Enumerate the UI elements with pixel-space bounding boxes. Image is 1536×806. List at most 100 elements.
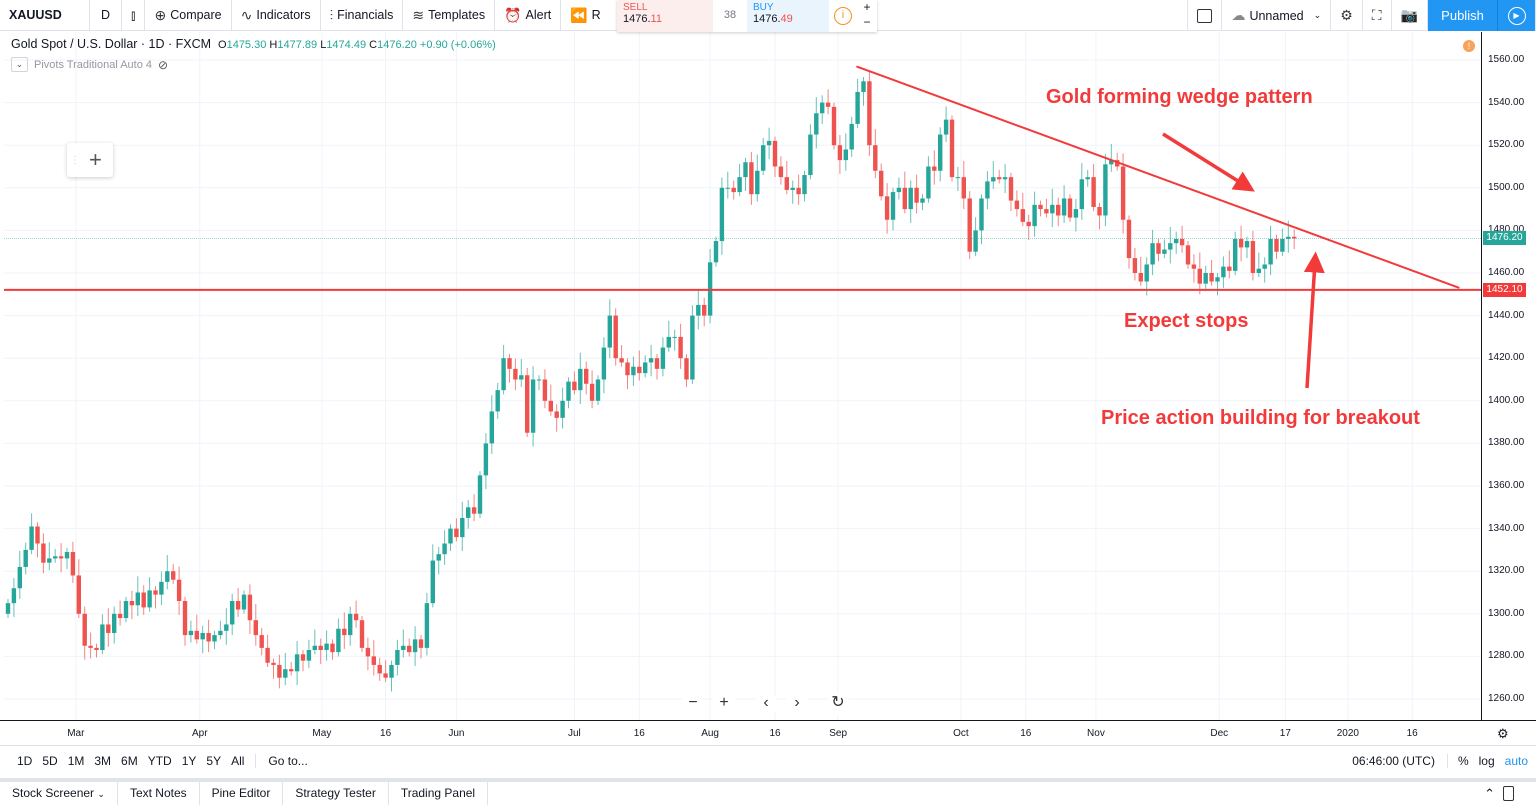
tab-pine-editor[interactable]: Pine Editor bbox=[200, 782, 284, 805]
candle-body bbox=[696, 304, 701, 316]
financials-button[interactable]: ⫶ Financials bbox=[321, 0, 404, 31]
candle-body bbox=[1061, 198, 1067, 216]
candle bbox=[383, 660, 388, 682]
replay-button[interactable]: ⏪ R bbox=[561, 0, 609, 31]
crosshair-icon[interactable]: + bbox=[89, 147, 102, 172]
minus-icon[interactable]: − bbox=[863, 15, 871, 29]
candle bbox=[867, 71, 872, 156]
wedge-trendline[interactable] bbox=[856, 65, 1460, 289]
chevron-down-icon: ⌄ bbox=[97, 789, 105, 799]
settings-button[interactable]: ⚙ bbox=[1331, 0, 1363, 31]
buy-button[interactable]: BUY 1476.49 bbox=[747, 0, 829, 32]
indicators-button[interactable]: ∿ Indicators bbox=[232, 0, 321, 31]
candle bbox=[47, 542, 52, 571]
candle bbox=[607, 299, 612, 359]
price-tick-label: 1520.00 bbox=[1488, 139, 1525, 151]
candle-body bbox=[879, 170, 884, 197]
range-6m[interactable]: 6M bbox=[121, 753, 138, 768]
info-button[interactable]: i bbox=[829, 0, 857, 32]
candle-body bbox=[601, 347, 607, 380]
candle bbox=[985, 171, 990, 210]
range-1m[interactable]: 1M bbox=[67, 753, 85, 768]
candle-body bbox=[560, 400, 565, 418]
select-layout-button[interactable] bbox=[1187, 0, 1223, 31]
log-toggle[interactable]: log bbox=[1478, 753, 1495, 768]
price-chart[interactable] bbox=[0, 0, 1536, 745]
compare-button[interactable]: ⊕ Compare bbox=[145, 0, 232, 31]
candle bbox=[802, 170, 807, 202]
indicator-name[interactable]: Pivots Traditional Auto 4 bbox=[34, 58, 153, 71]
candle-body bbox=[1150, 243, 1155, 265]
axis-settings-icon[interactable]: ⚙ bbox=[1497, 726, 1509, 741]
maximize-panel-icon[interactable] bbox=[1503, 786, 1514, 801]
tab-strategy-tester[interactable]: Strategy Tester bbox=[283, 782, 389, 805]
symbol-search[interactable]: XAUUSD bbox=[0, 0, 90, 31]
sell-button[interactable]: SELL 1476.11 bbox=[617, 0, 713, 32]
templates-button[interactable]: ≋ Templates bbox=[403, 0, 496, 31]
candle bbox=[837, 134, 843, 174]
candle bbox=[1168, 226, 1173, 264]
eye-crossed-icon[interactable]: ⊘ bbox=[158, 57, 169, 72]
candle-body bbox=[784, 177, 789, 190]
candle bbox=[578, 352, 583, 404]
collapse-panel-icon[interactable]: ⌃ bbox=[1484, 785, 1495, 801]
range-ytd[interactable]: YTD bbox=[147, 753, 172, 768]
candle-body bbox=[1162, 249, 1167, 254]
scroll-left-button[interactable]: ‹ bbox=[754, 692, 778, 716]
alert-dot-icon[interactable]: ! bbox=[1463, 40, 1475, 52]
range-all[interactable]: All bbox=[231, 753, 245, 768]
candle-body bbox=[1209, 273, 1214, 282]
candle bbox=[702, 297, 707, 327]
play-button[interactable]: ▶ bbox=[1498, 0, 1536, 31]
collapse-legend-button[interactable]: ⌄ bbox=[11, 57, 28, 72]
range-5y[interactable]: 5Y bbox=[206, 753, 222, 768]
time-axis[interactable] bbox=[0, 720, 1536, 744]
layout-name-button[interactable]: ☁ Unnamed ⌄ bbox=[1222, 0, 1332, 31]
candle-body bbox=[1286, 236, 1291, 239]
price-axis[interactable] bbox=[1481, 32, 1536, 720]
plus-icon[interactable]: + bbox=[863, 0, 871, 14]
candle-body bbox=[135, 592, 140, 606]
candle-body bbox=[867, 81, 872, 146]
auto-toggle[interactable]: auto bbox=[1504, 753, 1528, 768]
alert-button[interactable]: ⏰ Alert bbox=[495, 0, 562, 31]
drawing-toolbar-float[interactable]: ⋮ + bbox=[67, 143, 113, 177]
candle-body bbox=[129, 601, 135, 606]
time-tick-label: 16 bbox=[633, 728, 645, 739]
candle-body bbox=[755, 170, 760, 195]
zoom-in-button[interactable]: + bbox=[712, 692, 736, 716]
candle-body bbox=[660, 347, 666, 369]
drag-handle-icon[interactable]: ⋮ bbox=[70, 154, 80, 166]
candle-body bbox=[401, 645, 406, 651]
candle bbox=[188, 620, 194, 643]
candle bbox=[1156, 238, 1161, 262]
range-1y[interactable]: 1Y bbox=[181, 753, 197, 768]
candle bbox=[719, 177, 725, 255]
range-5d[interactable]: 5D bbox=[42, 753, 58, 768]
interval-button[interactable]: D bbox=[90, 0, 122, 31]
scroll-right-button[interactable]: › bbox=[785, 692, 809, 716]
goto-button[interactable]: Go to... bbox=[268, 753, 308, 768]
fullscreen-button[interactable]: ⛶ bbox=[1363, 0, 1392, 31]
tab-text-notes[interactable]: Text Notes bbox=[118, 782, 200, 805]
tab-trading-panel[interactable]: Trading Panel bbox=[389, 782, 489, 805]
candles-icon: ⫾ bbox=[131, 6, 136, 23]
percent-toggle[interactable]: % bbox=[1457, 753, 1469, 768]
candle-body bbox=[997, 177, 1002, 180]
quantity-stepper[interactable]: + − bbox=[857, 0, 877, 32]
candle-body bbox=[731, 187, 736, 193]
reset-chart-button[interactable]: ↻ bbox=[826, 692, 850, 716]
publish-button[interactable]: Publish bbox=[1428, 0, 1498, 31]
compare-label: Compare bbox=[170, 8, 222, 22]
tab-stock-screener[interactable]: Stock Screener ⌄ bbox=[0, 782, 118, 805]
zoom-out-button[interactable]: − bbox=[681, 692, 705, 716]
candle bbox=[932, 150, 937, 185]
annotation-breakout: Price action building for breakout bbox=[1101, 407, 1420, 429]
snapshot-button[interactable]: 📷 bbox=[1392, 0, 1428, 31]
spread: 38 bbox=[723, 9, 737, 21]
candle bbox=[401, 629, 406, 658]
range-1d[interactable]: 1D bbox=[17, 753, 33, 768]
candle-body bbox=[973, 230, 978, 252]
chart-type-button[interactable]: ⫾ bbox=[122, 0, 146, 31]
range-3m[interactable]: 3M bbox=[94, 753, 112, 768]
